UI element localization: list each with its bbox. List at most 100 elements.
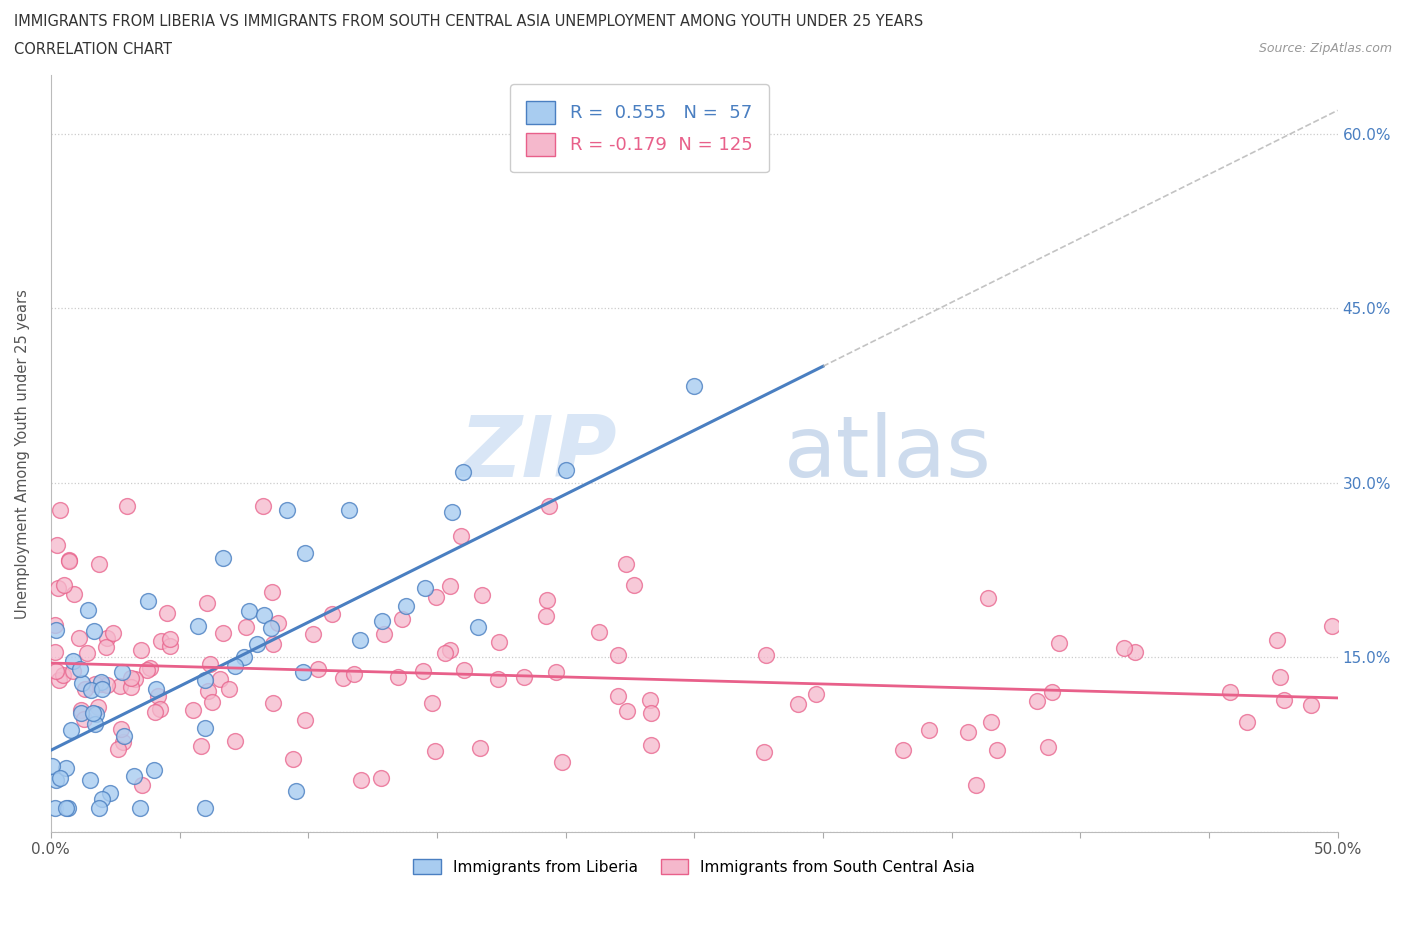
Point [110, 722, 132, 737]
Point [52, 578, 75, 592]
Point [1025, 694, 1047, 709]
Y-axis label: Unemployment Among Youth under 25 years: Unemployment Among Youth under 25 years [15, 288, 30, 618]
Point [1219, 684, 1241, 699]
Point [423, 743, 446, 758]
Point [44, 801, 66, 816]
Point [412, 664, 434, 679]
Point [294, 545, 316, 560]
Point [156, 605, 179, 620]
Point [75, 682, 97, 697]
Point [440, 505, 463, 520]
Point [1036, 740, 1059, 755]
Point [349, 632, 371, 647]
Point [208, 672, 231, 687]
Point [232, 650, 254, 665]
Point [67, 631, 90, 645]
Text: ZIP: ZIP [460, 412, 617, 495]
Point [198, 657, 221, 671]
Point [616, 704, 638, 719]
Point [90, 674, 112, 689]
Point [294, 712, 316, 727]
Point [129, 801, 152, 816]
Point [44, 644, 66, 659]
Point [471, 588, 494, 603]
Point [146, 688, 169, 703]
Point [246, 636, 269, 651]
Point [41, 758, 63, 773]
Point [551, 754, 574, 769]
Point [343, 666, 366, 681]
Point [291, 665, 314, 680]
Point [89, 556, 111, 571]
Point [139, 660, 162, 675]
Point [683, 379, 706, 393]
Point [1123, 644, 1146, 659]
Point [200, 695, 222, 710]
Point [276, 502, 298, 517]
Point [194, 672, 217, 687]
Point [70, 676, 93, 691]
Point [321, 607, 343, 622]
Point [56, 801, 79, 816]
Point [262, 636, 284, 651]
Point [79, 773, 101, 788]
Text: Source: ZipAtlas.com: Source: ZipAtlas.com [1258, 42, 1392, 55]
Point [1265, 633, 1288, 648]
Point [1112, 641, 1135, 656]
Point [623, 578, 645, 592]
Point [122, 768, 145, 783]
Point [262, 696, 284, 711]
Point [302, 627, 325, 642]
Point [84, 716, 107, 731]
Point [252, 498, 274, 513]
Point [1320, 619, 1343, 634]
Point [46, 580, 69, 595]
Point [1270, 670, 1292, 684]
Point [606, 689, 628, 704]
Point [1301, 698, 1323, 712]
Point [387, 670, 409, 684]
Point [332, 671, 354, 686]
Point [238, 604, 260, 618]
Point [451, 464, 474, 479]
Point [149, 633, 172, 648]
Point [120, 680, 142, 695]
Point [120, 671, 142, 685]
Point [84, 677, 107, 692]
Point [588, 624, 610, 639]
Point [544, 665, 567, 680]
Point [425, 590, 447, 604]
Point [488, 635, 510, 650]
Point [87, 700, 110, 715]
Point [101, 626, 124, 641]
Text: atlas: atlas [785, 412, 993, 495]
Text: IMMIGRANTS FROM LIBERIA VS IMMIGRANTS FROM SOUTH CENTRAL ASIA UNEMPLOYMENT AMONG: IMMIGRANTS FROM LIBERIA VS IMMIGRANTS FR… [14, 14, 924, 29]
Point [55, 761, 77, 776]
Point [194, 721, 217, 736]
Point [638, 692, 661, 707]
Point [307, 661, 329, 676]
Point [96, 677, 118, 692]
Point [45, 664, 67, 679]
Point [58, 553, 80, 568]
Point [70, 703, 93, 718]
Point [112, 728, 135, 743]
Point [224, 733, 246, 748]
Point [131, 643, 153, 658]
Point [94, 640, 117, 655]
Point [149, 702, 172, 717]
Point [69, 705, 91, 720]
Point [145, 682, 167, 697]
Point [131, 777, 153, 792]
Point [450, 528, 472, 543]
Point [891, 743, 914, 758]
Point [486, 671, 509, 686]
Point [391, 612, 413, 627]
Point [83, 623, 105, 638]
Point [44, 618, 66, 632]
Point [806, 686, 828, 701]
Point [957, 725, 980, 740]
Point [212, 551, 235, 565]
Point [117, 498, 139, 513]
Point [52, 668, 75, 683]
